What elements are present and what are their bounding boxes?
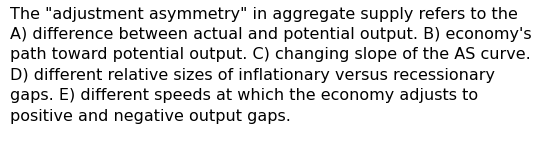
Text: The "adjustment asymmetry" in aggregate supply refers to the
A) difference betwe: The "adjustment asymmetry" in aggregate … <box>10 7 532 124</box>
